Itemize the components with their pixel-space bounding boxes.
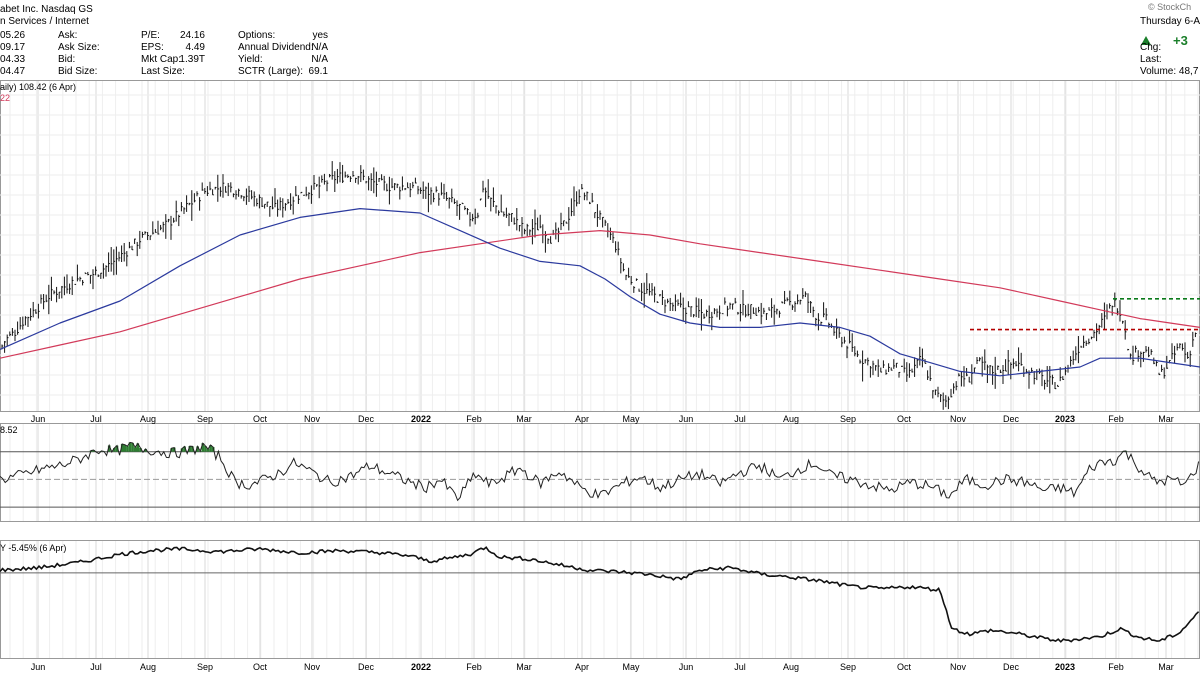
x-tick-label: Jun	[679, 414, 694, 424]
opt-label-2: Yield:	[238, 54, 263, 65]
up-triangle-icon	[1141, 36, 1151, 45]
x-tick-label: Oct	[897, 414, 912, 424]
x-tick-label-bottom: Jul	[90, 662, 102, 672]
price-panel	[0, 80, 1200, 412]
x-tick-label-bottom: Oct	[253, 662, 268, 672]
x-tick-label: Jul	[734, 414, 746, 424]
x-tick-label-bottom: Oct	[897, 662, 912, 672]
x-tick-label: Oct	[253, 414, 268, 424]
x-tick-label: Apr	[575, 414, 589, 424]
x-tick-label: May	[622, 414, 640, 424]
x-tick-label: Jun	[31, 414, 46, 424]
x-tick-label-bottom: Feb	[1108, 662, 1124, 672]
x-tick-label-bottom: Sep	[197, 662, 213, 672]
x-tick-label-bottom: 2023	[1055, 662, 1075, 672]
x-tick-label-bottom: Jun	[679, 662, 694, 672]
x-tick-label: Aug	[140, 414, 156, 424]
opt-value-0: yes	[312, 30, 328, 41]
quote-label-3: Bid Size:	[58, 66, 97, 77]
x-tick-label: Aug	[783, 414, 799, 424]
header-change: +3	[1173, 33, 1188, 48]
x-tick-label-bottom: Aug	[783, 662, 799, 672]
opt-value-1: N/A	[311, 42, 328, 53]
opt-value-3: 69.1	[309, 66, 329, 77]
chart-title: abet Inc. Nasdaq GS	[0, 4, 93, 15]
x-tick-label: Dec	[358, 414, 375, 424]
x-tick-label-bottom: Apr	[575, 662, 589, 672]
x-tick-label-bottom: Jul	[734, 662, 746, 672]
quote-value-0: 05.26	[0, 30, 25, 41]
x-tick-label-bottom: Nov	[304, 662, 321, 672]
header-panel: abet Inc. Nasdaq GS n Services / Interne…	[0, 2, 1200, 77]
x-tick-label: Sep	[197, 414, 213, 424]
opt-value-2: N/A	[311, 54, 328, 65]
x-tick-label: 2022	[411, 414, 431, 424]
x-tick-label: Sep	[840, 414, 856, 424]
fund-label-0: P/E:	[141, 30, 160, 41]
quote-value-3: 04.47	[0, 66, 25, 77]
price-legend: aily) 108.42 (6 Apr)	[0, 82, 76, 92]
relative-strength-panel	[0, 540, 1200, 659]
opt-label-3: SCTR (Large):	[238, 66, 303, 77]
x-tick-label-bottom: 2022	[411, 662, 431, 672]
industry-label: n Services / Internet	[0, 16, 89, 27]
x-tick-label-bottom: Sep	[840, 662, 856, 672]
right-row-0: Chg:	[1140, 42, 1161, 53]
right-row-1: Last:	[1140, 54, 1162, 65]
x-tick-label: Dec	[1003, 414, 1020, 424]
x-tick-label: 2023	[1055, 414, 1075, 424]
opt-label-1: Annual Dividend:	[238, 42, 314, 53]
quote-value-1: 09.17	[0, 42, 25, 53]
header-date: Thursday 6-Ap	[1140, 16, 1200, 27]
x-tick-label-bottom: Dec	[358, 662, 375, 672]
ma-legend: 22	[0, 93, 10, 103]
opt-label-0: Options:	[238, 30, 275, 41]
quote-label-0: Ask:	[58, 30, 77, 41]
x-tick-label: Nov	[304, 414, 321, 424]
x-tick-label-bottom: Mar	[516, 662, 532, 672]
x-tick-label: Feb	[1108, 414, 1124, 424]
x-tick-label-bottom: Aug	[140, 662, 156, 672]
x-tick-label-bottom: Feb	[466, 662, 482, 672]
marks-layer: Jun Jun Jul Jul Aug Aug Sep Sep Oct Oct Nov Nov Dec D…	[0, 161, 1200, 672]
fund-label-1: EPS:	[141, 42, 164, 53]
x-tick-label-bottom: Nov	[950, 662, 967, 672]
fund-label-2: Mkt Cap:	[141, 54, 181, 65]
rsi-legend: 8.52	[0, 425, 18, 435]
relative-strength-legend: Y -5.45% (6 Apr)	[0, 543, 66, 553]
fund-value-2: 1.39T	[179, 54, 205, 65]
fund-label-3: Last Size:	[141, 66, 185, 77]
x-tick-label: Jul	[90, 414, 102, 424]
x-tick-label: Mar	[516, 414, 532, 424]
quote-label-2: Bid:	[58, 54, 75, 65]
x-tick-label: Feb	[466, 414, 482, 424]
fund-value-0: 24.16	[180, 30, 205, 41]
x-tick-label-bottom: May	[622, 662, 640, 672]
quote-value-2: 04.33	[0, 54, 25, 65]
ma50-line	[0, 208, 1200, 377]
watermark: © StockCh	[1148, 2, 1191, 12]
relative-strength-line	[0, 546, 1200, 643]
x-tick-label: Nov	[950, 414, 967, 424]
x-tick-label-bottom: Dec	[1003, 662, 1020, 672]
x-tick-label-bottom: Jun	[31, 662, 46, 672]
x-tick-label-bottom: Mar	[1158, 662, 1174, 672]
rsi-line	[0, 441, 1200, 502]
quote-label-1: Ask Size:	[58, 42, 100, 53]
x-tick-label: Mar	[1158, 414, 1174, 424]
fund-value-1: 4.49	[186, 42, 206, 53]
right-row-2: Volume: 48,7	[1140, 66, 1199, 77]
ma200-line	[0, 230, 1200, 359]
